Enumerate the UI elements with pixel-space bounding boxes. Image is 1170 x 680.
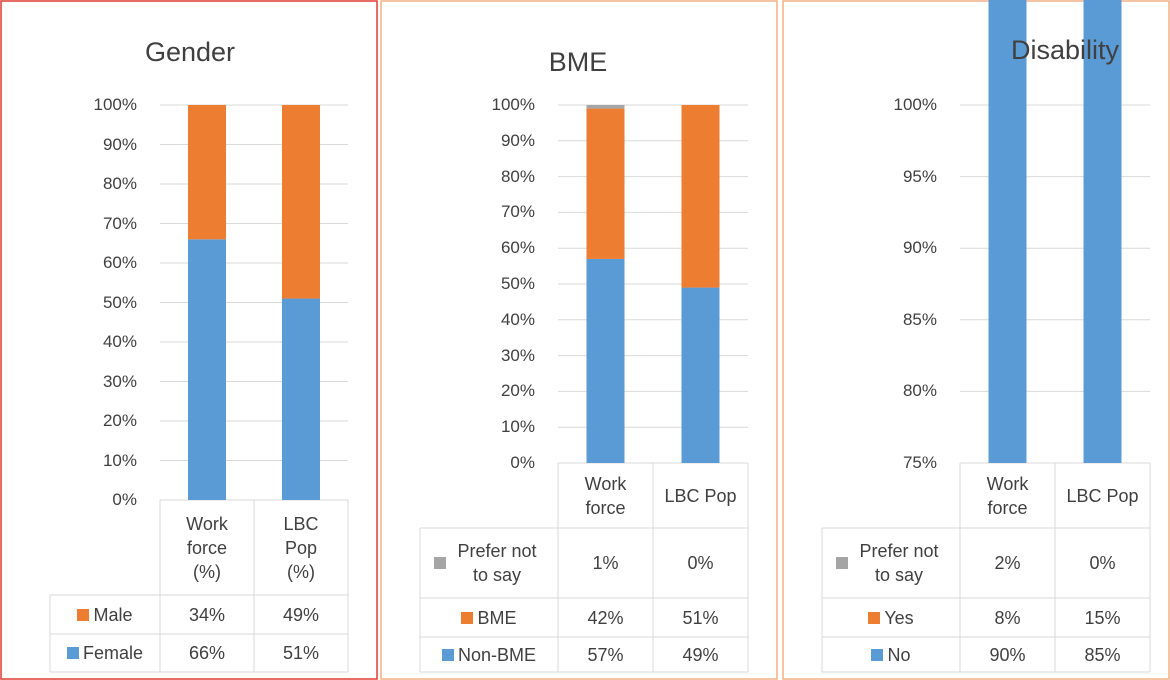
value-cell: 51% (282, 643, 320, 663)
category-cell: Work force (558, 463, 653, 528)
y-tick-label: 50% (102, 292, 137, 312)
chart-title: Disability (1010, 35, 1120, 65)
y-tick-label: 70% (500, 202, 535, 222)
y-tick-label: 90% (102, 134, 137, 154)
value-cell: 8% (994, 607, 1021, 628)
y-tick-label: 70% (102, 213, 137, 233)
y-tick-label: 50% (500, 274, 535, 293)
value-cell: 51% (682, 607, 719, 628)
y-tick-label: 20% (500, 381, 535, 401)
x-tick-label: LBC Pop (1066, 485, 1139, 506)
bar-segment (586, 105, 625, 109)
y-tick-label: 95% (902, 166, 937, 186)
legend-swatch (868, 611, 881, 624)
x-tick-label: Work force (986, 473, 1029, 518)
value-cell: 57% (587, 644, 624, 665)
y-tick-label: 90% (500, 130, 535, 150)
legend-label: No (887, 644, 911, 665)
legend-cell: BME (420, 598, 558, 637)
legend-swatch (66, 647, 79, 659)
legend-swatch (441, 648, 454, 661)
legend-cell: Yes (822, 598, 960, 637)
y-tick-label: 60% (500, 238, 535, 258)
legend-cell: Male (50, 595, 160, 634)
legend-cell: Prefer not to say (822, 528, 960, 598)
value-cell: 90% (989, 644, 1026, 665)
legend-label: BME (477, 607, 517, 628)
value-cell: 42% (587, 607, 624, 628)
y-tick-label: 100% (491, 95, 535, 114)
value-cell: 15% (1084, 607, 1121, 628)
category-cell: Work force (%) (160, 500, 254, 595)
legend-swatch (433, 557, 446, 569)
bar-segment (282, 105, 320, 299)
category-cell: LBC Pop (1055, 463, 1150, 528)
legend-cell: Non-BME (420, 637, 558, 672)
y-tick-label: 10% (500, 417, 535, 437)
y-tick-label: 40% (500, 309, 535, 329)
x-tick-label: LBC Pop (%) (283, 513, 319, 582)
value-cell: 0% (1089, 553, 1116, 573)
y-tick-label: 90% (902, 238, 937, 258)
legend-swatch (77, 608, 90, 621)
category-cell: LBC Pop (%) (254, 500, 348, 595)
x-tick-label: LBC Pop (664, 485, 737, 506)
bar-segment (681, 287, 720, 463)
bar-segment (586, 108, 625, 259)
category-cell: LBC Pop (653, 463, 748, 528)
legend-cell: No (822, 637, 960, 672)
y-tick-label: 80% (902, 381, 937, 401)
legend-label: Prefer not to say (859, 541, 939, 585)
value-cell: 2% (994, 553, 1021, 573)
value-cell: 34% (188, 604, 226, 625)
category-cell: Work force (960, 463, 1055, 528)
bar-segment (681, 105, 720, 288)
legend-label: Female (82, 643, 144, 663)
value-cell: 1% (592, 553, 619, 573)
bar-segment (188, 239, 226, 501)
y-tick-label: 0% (112, 490, 137, 509)
y-tick-label: 30% (102, 371, 137, 391)
x-tick-label: Work force (%) (186, 513, 228, 582)
value-cell: 66% (188, 643, 226, 663)
y-tick-label: 10% (102, 450, 137, 470)
legend-label: Male (93, 604, 133, 625)
legend-label: Non-BME (457, 644, 537, 665)
y-tick-label: 100% (893, 95, 937, 114)
panel-border (782, 0, 1170, 680)
chart-title: BME (548, 47, 608, 77)
chart-title: Gender (144, 37, 236, 67)
y-tick-label: 20% (102, 411, 137, 430)
legend-swatch (835, 557, 848, 569)
value-cell: 49% (282, 604, 320, 625)
bar-segment (586, 258, 625, 463)
bar-segment (282, 298, 320, 500)
value-cell: 49% (682, 644, 719, 665)
bar-segment (1083, 0, 1122, 463)
y-tick-label: 60% (102, 253, 137, 272)
y-tick-label: 30% (500, 345, 535, 365)
y-tick-label: 80% (500, 166, 535, 186)
bar-segment (188, 105, 226, 240)
value-cell: 85% (1084, 644, 1121, 665)
x-tick-label: Work force (584, 473, 627, 518)
legend-swatch (461, 611, 474, 624)
y-tick-label: 40% (102, 332, 137, 351)
panel-border (380, 0, 778, 680)
value-cell: 0% (687, 553, 714, 573)
y-tick-label: 85% (902, 309, 937, 329)
bar-segment (988, 0, 1027, 464)
legend-cell: Female (50, 634, 160, 672)
y-tick-label: 0% (510, 453, 535, 472)
panel-border (0, 0, 378, 680)
legend-swatch (871, 648, 884, 661)
y-tick-label: 80% (102, 174, 137, 193)
legend-cell: Prefer not to say (420, 528, 558, 598)
legend-label: Prefer not to say (457, 541, 537, 585)
legend-label: Yes (884, 607, 914, 628)
y-tick-label: 75% (902, 453, 937, 472)
y-tick-label: 100% (93, 95, 137, 114)
